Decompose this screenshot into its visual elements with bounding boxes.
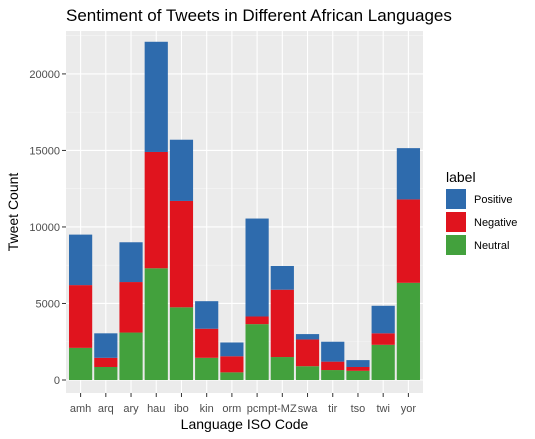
bar-segment-positive: [94, 333, 118, 358]
legend-key-positive: [446, 189, 466, 209]
y-tick-label: 5000: [36, 298, 60, 310]
bar-segment-positive: [321, 341, 345, 362]
bar-segment-negative: [144, 151, 168, 269]
bar-segment-neutral: [220, 372, 244, 380]
legend-label-positive: Positive: [474, 194, 513, 206]
plot-area: 0 5000 10000 15000 20000 amh arq ary hau ibo kin or…: [29, 31, 423, 415]
bar-segment-negative: [321, 361, 345, 371]
bar-segment-neutral: [245, 324, 269, 380]
bar-segment-positive: [396, 148, 420, 200]
x-tick-label: tso: [351, 403, 366, 415]
legend-key-neutral: [446, 235, 466, 255]
bar-segment-positive: [195, 301, 219, 329]
x-tick-label: ary: [123, 403, 139, 415]
bar-segment-negative: [119, 282, 143, 333]
bar-segment-positive: [119, 242, 143, 283]
bar-segment-neutral: [169, 307, 194, 380]
legend-label-negative: Negative: [474, 217, 517, 229]
x-tick-label: kin: [200, 403, 214, 415]
x-tick-label: arq: [98, 403, 114, 415]
bar-segment-positive: [169, 139, 194, 201]
chart-title: Sentiment of Tweets in Different African…: [66, 6, 452, 25]
bar-segment-neutral: [144, 268, 168, 380]
bar-segment-negative: [295, 339, 320, 367]
bar-segment-negative: [270, 289, 294, 358]
bar-segment-neutral: [396, 282, 420, 380]
bar-segment-negative: [169, 200, 194, 308]
bar-segment-negative: [396, 199, 420, 283]
x-tick-label: pt-MZ: [268, 403, 297, 415]
legend: label Positive Negative Neutral: [446, 169, 517, 255]
x-tick-label: pcm: [247, 403, 268, 415]
bar-segment-negative: [69, 285, 93, 348]
bar-segment-positive: [295, 334, 320, 340]
bar-segment-neutral: [195, 357, 219, 380]
bar-segment-negative: [346, 366, 370, 371]
bar-segment-neutral: [346, 370, 370, 380]
bar-segment-positive: [69, 234, 93, 286]
x-tick-label: tir: [328, 403, 338, 415]
y-tick-label: 15000: [29, 145, 60, 157]
bar-segment-positive: [346, 360, 370, 367]
bar-segment-neutral: [321, 370, 345, 380]
bar-segment-positive: [245, 218, 269, 317]
bar-segment-neutral: [371, 344, 395, 380]
x-tick-label: orm: [222, 403, 241, 415]
bar-segment-neutral: [119, 332, 143, 380]
y-tick-label: 20000: [29, 69, 60, 81]
x-tick-label: ibo: [174, 403, 189, 415]
bar-segment-neutral: [270, 357, 294, 380]
x-tick-label: amh: [70, 403, 91, 415]
bar-segment-neutral: [69, 347, 93, 380]
x-tick-label: hau: [147, 403, 165, 415]
bar-segment-positive: [270, 265, 294, 290]
bar-segment-negative: [220, 356, 244, 373]
x-axis-title: Language ISO Code: [181, 416, 309, 432]
bar-segment-neutral: [94, 366, 118, 380]
legend-title: label: [446, 169, 476, 185]
bar-segment-negative: [94, 357, 118, 367]
bar-segment-positive: [220, 342, 244, 357]
x-tick-label: twi: [376, 403, 389, 415]
x-tick-label: yor: [401, 403, 417, 415]
y-axis-title: Tweet Count: [5, 173, 21, 252]
bar-segment-negative: [371, 333, 395, 345]
bar-segment-negative: [245, 316, 269, 325]
legend-label-neutral: Neutral: [474, 240, 509, 252]
bar-segment-positive: [144, 41, 168, 152]
y-tick-label: 10000: [29, 222, 60, 234]
y-tick-label: 0: [54, 375, 60, 387]
bar-segment-positive: [371, 305, 395, 334]
bar-segment-negative: [195, 328, 219, 358]
legend-key-negative: [446, 212, 466, 232]
x-tick-label: swa: [298, 403, 318, 415]
bar-segment-neutral: [295, 366, 320, 380]
